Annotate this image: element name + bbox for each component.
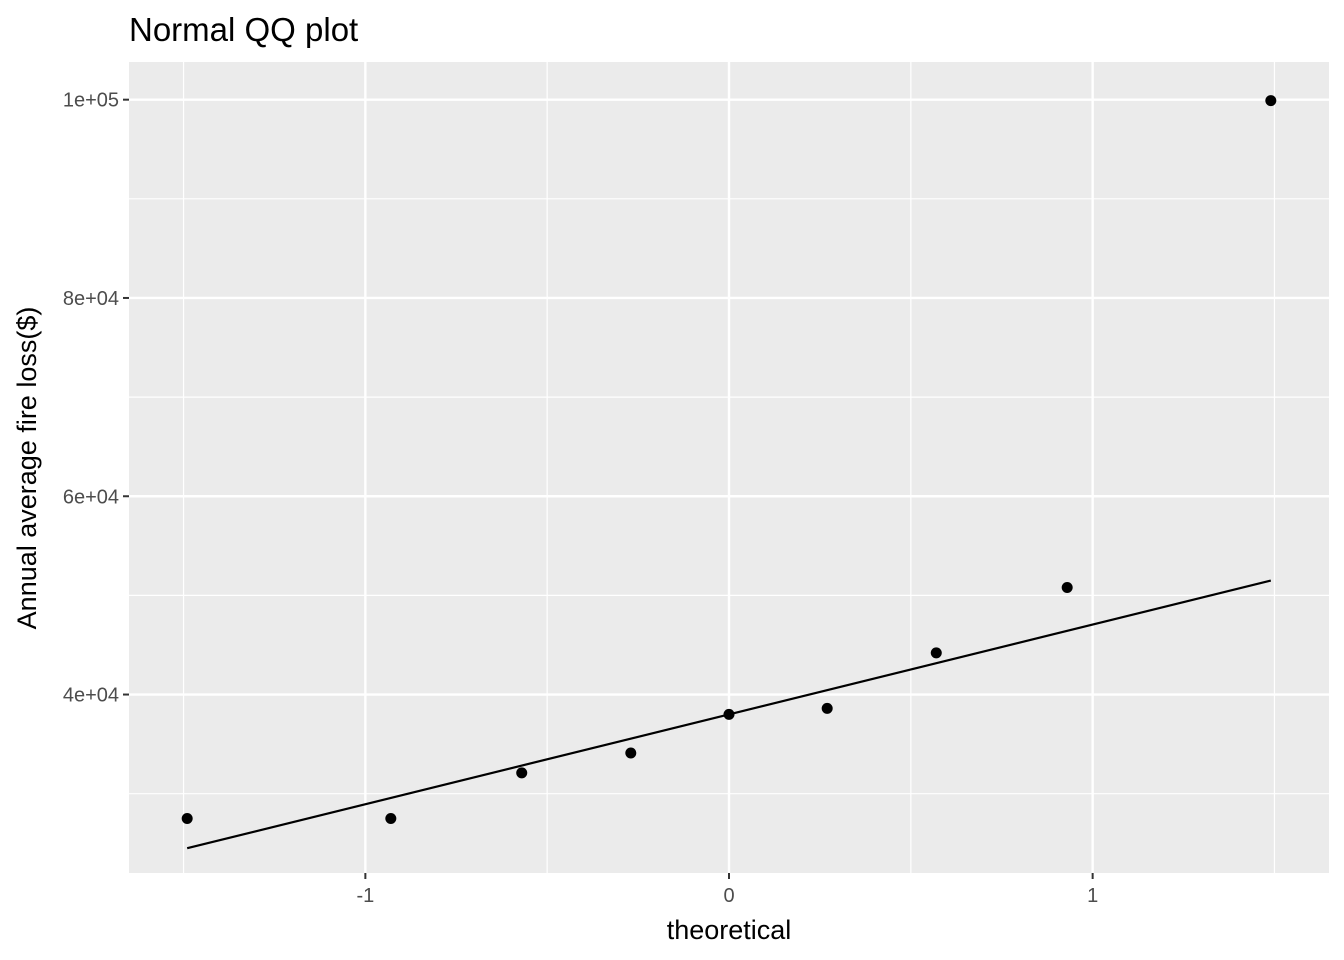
y-tick-label: 4e+04 xyxy=(63,685,119,707)
tick-labels: -1 0 1 4e+04 6e+04 8e+04 1e+05 xyxy=(63,90,1098,907)
data-points xyxy=(181,95,1277,824)
y-tick-label: 8e+04 xyxy=(63,288,119,310)
data-point xyxy=(516,767,528,779)
data-point xyxy=(1061,581,1073,593)
data-point xyxy=(723,708,735,720)
major-gridlines xyxy=(129,62,1329,873)
x-tick-label: 0 xyxy=(723,885,734,907)
y-tick-label: 1e+05 xyxy=(63,90,119,112)
data-point xyxy=(1265,95,1277,107)
data-point xyxy=(821,702,833,714)
x-tick-label: 1 xyxy=(1087,885,1098,907)
axis-ticks xyxy=(123,98,1094,879)
data-point xyxy=(930,647,942,659)
y-tick-label: 6e+04 xyxy=(63,486,119,508)
x-axis-title: theoretical xyxy=(667,915,792,945)
data-point xyxy=(625,747,637,759)
x-tick-label: -1 xyxy=(356,885,374,907)
data-point xyxy=(385,812,397,824)
y-axis-title: Annual average fire loss($) xyxy=(12,307,42,630)
chart-title: Normal QQ plot xyxy=(129,11,358,48)
data-point xyxy=(181,812,193,824)
